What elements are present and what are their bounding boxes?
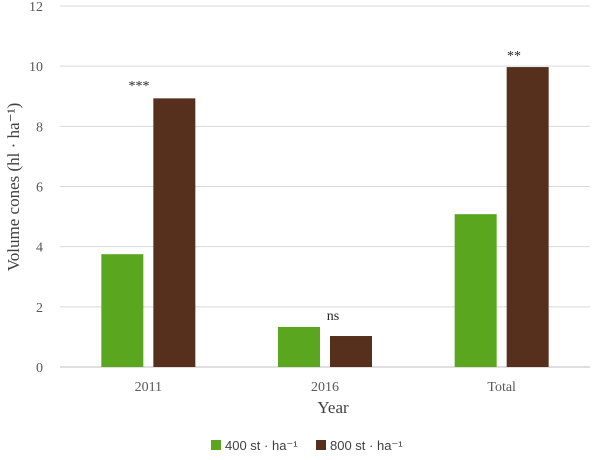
x-tick-label: 2016 — [311, 380, 339, 395]
bar-2016-series-2 — [330, 336, 372, 367]
bars — [101, 67, 549, 368]
legend-label-2: 800 st · ha⁻¹ — [330, 438, 403, 453]
significance-label: *** — [129, 79, 150, 94]
y-tick-label: 6 — [36, 181, 43, 196]
y-tick-label: 8 — [36, 120, 43, 135]
significance-label: ns — [327, 309, 339, 324]
significance-label: ** — [507, 49, 521, 64]
x-tick-label: Total — [487, 380, 516, 395]
y-axis-title: Volume cones (hl · ha⁻¹) — [4, 103, 23, 272]
y-axis-ticks: 0 2 4 6 8 10 12 — [29, 0, 43, 376]
y-tick-label: 12 — [29, 0, 43, 15]
x-axis-title: Year — [317, 398, 349, 417]
y-tick-label: 0 — [36, 361, 43, 376]
legend-label-1: 400 st · ha⁻¹ — [225, 438, 298, 453]
bar-2011-series-1 — [101, 254, 144, 367]
y-tick-label: 2 — [36, 301, 43, 316]
y-tick-label: 10 — [29, 60, 43, 75]
x-axis-ticks: 2011 2016 Total — [135, 380, 516, 395]
bar-2016-series-1 — [278, 326, 320, 367]
x-tick-label: 2011 — [135, 380, 162, 395]
legend-swatch-2 — [316, 440, 326, 450]
significance-labels: *** ns ** — [129, 49, 522, 324]
bar-total-series-2 — [506, 67, 549, 368]
legend-swatch-1 — [211, 440, 221, 450]
bar-total-series-1 — [454, 214, 497, 367]
bar-2011-series-2 — [153, 98, 196, 367]
legend: 400 st · ha⁻¹ 800 st · ha⁻¹ — [211, 438, 403, 453]
y-tick-label: 4 — [36, 241, 43, 256]
grid-lines — [60, 5, 590, 368]
